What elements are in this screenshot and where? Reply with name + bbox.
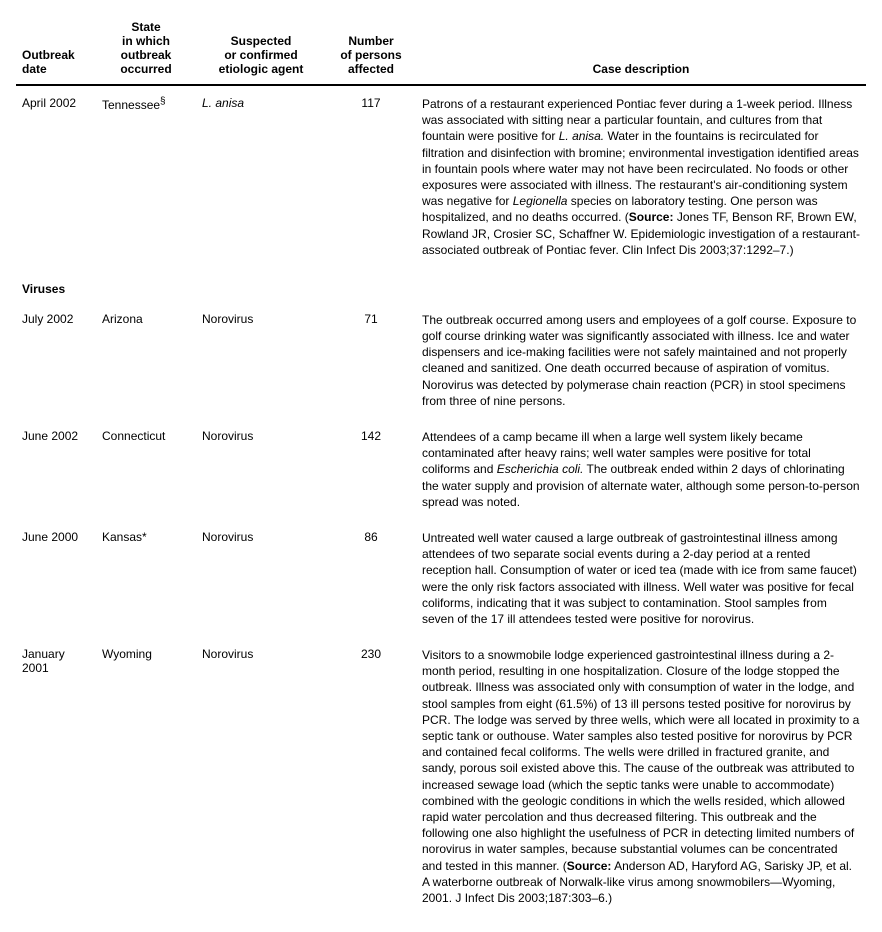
cell-date: July 2002	[16, 302, 96, 419]
col-desc: Case description	[416, 16, 866, 85]
cell-date: June 2002	[16, 419, 96, 520]
cell-date: April 2002	[16, 85, 96, 268]
table-row: July 2002 Arizona Norovirus 71 The outbr…	[16, 302, 866, 419]
cell-date: January 2001	[16, 637, 96, 916]
cell-persons: 71	[326, 302, 416, 419]
cell-persons: 142	[326, 419, 416, 520]
cell-persons: 117	[326, 85, 416, 268]
cell-desc: Visitors to a snowmobile lodge experienc…	[416, 637, 866, 916]
cell-desc: Attendees of a camp became ill when a la…	[416, 419, 866, 520]
cell-state: Arizona	[96, 302, 196, 419]
cell-agent: Norovirus	[196, 419, 326, 520]
col-date: Outbreakdate	[16, 16, 96, 85]
section-row: Viruses	[16, 268, 866, 302]
table-row: June 2002 Connecticut Norovirus 142 Atte…	[16, 419, 866, 520]
col-state: Statein whichoutbreakoccurred	[96, 16, 196, 85]
cell-desc: The outbreak occurred among users and em…	[416, 302, 866, 419]
header-row: Outbreakdate Statein whichoutbreakoccurr…	[16, 16, 866, 85]
table-row: April 2002 Tennessee§ L. anisa 117 Patro…	[16, 85, 866, 268]
cell-state: Connecticut	[96, 419, 196, 520]
cell-state: Tennessee§	[96, 85, 196, 268]
section-viruses: Viruses	[16, 268, 866, 302]
col-persons: Numberof personsaffected	[326, 16, 416, 85]
cell-state: Wyoming	[96, 637, 196, 916]
cell-agent: Norovirus	[196, 302, 326, 419]
footnote-marker: §	[160, 96, 166, 107]
cell-state: Kansas*	[96, 520, 196, 637]
outbreak-table: Outbreakdate Statein whichoutbreakoccurr…	[16, 16, 866, 916]
cell-desc: Untreated well water caused a large outb…	[416, 520, 866, 637]
cell-date: June 2000	[16, 520, 96, 637]
cell-agent: Norovirus	[196, 637, 326, 916]
cell-agent: L. anisa	[196, 85, 326, 268]
cell-persons: 86	[326, 520, 416, 637]
col-agent: Suspectedor confirmedetiologic agent	[196, 16, 326, 85]
table-row: January 2001 Wyoming Norovirus 230 Visit…	[16, 637, 866, 916]
cell-desc: Patrons of a restaurant experienced Pont…	[416, 85, 866, 268]
table-row: June 2000 Kansas* Norovirus 86 Untreated…	[16, 520, 866, 637]
cell-persons: 230	[326, 637, 416, 916]
cell-agent: Norovirus	[196, 520, 326, 637]
